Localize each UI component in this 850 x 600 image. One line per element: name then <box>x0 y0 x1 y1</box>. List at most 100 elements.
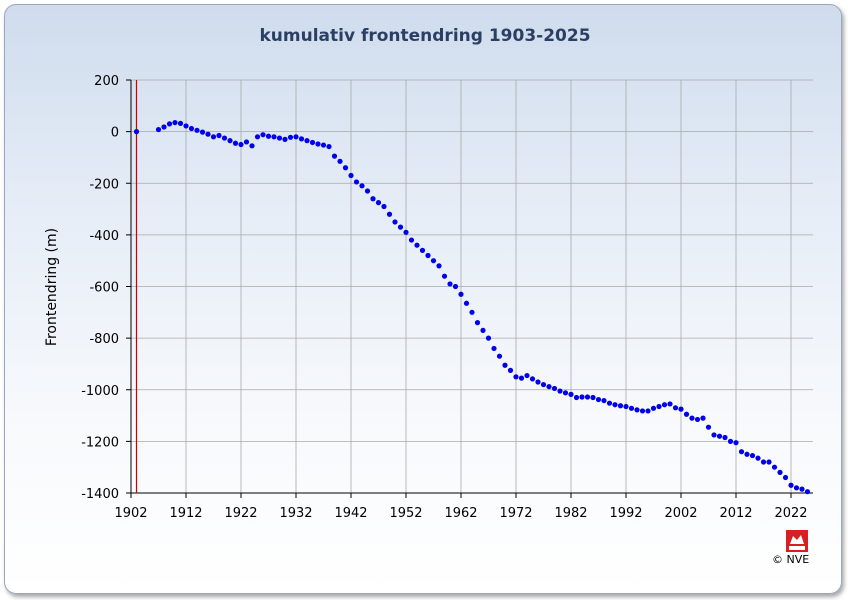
data-point <box>485 335 492 341</box>
y-tick-label: -800 <box>89 332 119 347</box>
data-point <box>414 242 420 248</box>
data-point <box>205 131 211 137</box>
data-point <box>744 451 750 457</box>
x-tick-label: 1922 <box>224 506 257 521</box>
data-point <box>337 158 343 164</box>
data-point <box>766 459 772 465</box>
data-point <box>304 138 310 144</box>
data-point <box>771 464 778 470</box>
data-point <box>562 390 569 396</box>
data-point <box>584 394 591 400</box>
data-point <box>612 402 618 408</box>
data-point <box>634 407 640 413</box>
data-point <box>166 121 173 127</box>
x-tick-label: 1952 <box>389 506 422 521</box>
data-point <box>298 136 305 142</box>
data-point <box>678 406 684 412</box>
data-point <box>507 367 514 373</box>
data-point <box>777 469 783 475</box>
y-tick-label: -1400 <box>81 487 119 502</box>
data-point <box>683 411 690 417</box>
data-point <box>793 485 800 491</box>
data-point <box>502 362 508 368</box>
chart-title: kumulativ frontendring 1903-2025 <box>259 26 591 46</box>
data-point <box>645 408 651 414</box>
data-point <box>557 388 563 394</box>
data-point <box>392 219 398 225</box>
data-point <box>320 142 327 148</box>
x-tick-label: 2022 <box>774 506 807 521</box>
x-tick-label: 1942 <box>334 506 367 521</box>
x-tick-label: 1992 <box>609 506 642 521</box>
data-point <box>656 403 662 410</box>
data-point <box>474 320 481 326</box>
data-point <box>188 125 195 132</box>
data-point <box>700 415 706 421</box>
data-point <box>359 183 365 189</box>
data-point <box>689 415 695 421</box>
data-point <box>458 291 464 297</box>
data-point <box>194 127 200 133</box>
data-point <box>227 138 233 144</box>
data-point <box>260 132 266 138</box>
data-point <box>249 143 255 149</box>
data-point <box>573 394 580 401</box>
data-point <box>183 123 189 129</box>
data-point <box>243 139 250 145</box>
data-point <box>623 403 629 410</box>
data-point <box>760 459 767 465</box>
data-point <box>722 434 728 441</box>
data-point <box>403 229 409 235</box>
data-point <box>254 134 261 140</box>
data-point <box>661 402 668 408</box>
x-tick-label: 1912 <box>169 506 202 521</box>
data-point <box>463 300 470 306</box>
data-point <box>364 188 371 194</box>
data-point <box>276 135 283 141</box>
data-point <box>694 416 701 423</box>
data-point <box>727 438 734 444</box>
data-point <box>590 394 596 401</box>
data-point <box>524 372 530 379</box>
data-point <box>386 211 393 217</box>
data-point <box>326 143 332 150</box>
data-point <box>639 408 646 414</box>
data-point <box>568 391 574 397</box>
x-tick-label: 1962 <box>444 506 477 521</box>
data-point <box>496 353 503 359</box>
data-point <box>238 141 244 148</box>
data-point <box>271 134 277 140</box>
data-point <box>452 283 459 290</box>
data-point <box>579 394 585 400</box>
data-point <box>309 139 316 146</box>
data-point <box>733 440 739 446</box>
y-tick-label: -1000 <box>81 384 119 399</box>
data-point <box>232 140 239 146</box>
data-point <box>436 263 442 269</box>
x-tick-label: 2012 <box>719 506 752 521</box>
data-point <box>650 405 657 411</box>
data-point <box>287 134 294 140</box>
data-point <box>221 135 228 141</box>
data-point <box>172 119 178 126</box>
data-point <box>315 141 321 147</box>
data-point <box>155 126 162 133</box>
data-point <box>738 449 745 455</box>
data-point <box>375 200 382 206</box>
data-point <box>513 374 519 380</box>
nve-logo-icon <box>786 530 808 552</box>
data-point <box>782 474 789 481</box>
data-point <box>408 237 415 243</box>
data-point <box>480 327 486 333</box>
y-tick-label: 0 <box>111 126 119 141</box>
data-point <box>529 376 536 382</box>
data-point <box>353 179 360 185</box>
data-point <box>716 433 723 439</box>
data-point <box>711 432 717 438</box>
data-point <box>177 120 184 126</box>
y-tick-label: -400 <box>89 229 119 244</box>
data-point <box>199 129 206 135</box>
y-tick-label: -1200 <box>81 435 119 450</box>
data-point <box>370 196 376 202</box>
